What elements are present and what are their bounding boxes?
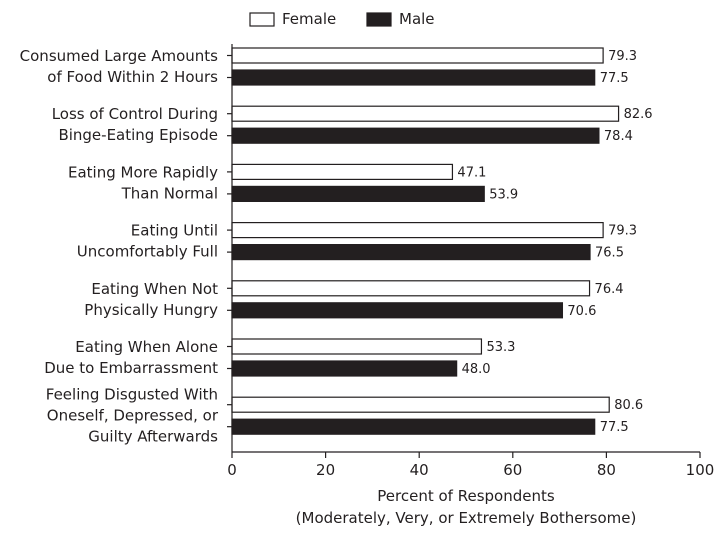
category-label-1-1: Binge-Eating Episode bbox=[58, 126, 218, 144]
x-tick-label-80: 80 bbox=[597, 461, 616, 479]
category-label-6-2: Guilty Afterwards bbox=[88, 428, 218, 446]
category-label-3-0: Eating Until bbox=[131, 222, 218, 240]
value-label-male-1: 78.4 bbox=[604, 129, 633, 144]
x-axis: 0 20 40 60 80 100 bbox=[227, 44, 714, 479]
category-label-1-0: Loss of Control During bbox=[52, 105, 218, 123]
value-label-male-0: 77.5 bbox=[600, 71, 629, 86]
category-label-5-1: Due to Embarrassment bbox=[44, 359, 218, 377]
value-label-female-4: 76.4 bbox=[595, 282, 624, 297]
bar-female-6 bbox=[231, 396, 610, 413]
bar-female-2 bbox=[231, 163, 454, 180]
value-label-male-3: 76.5 bbox=[595, 246, 624, 261]
bar-female-1 bbox=[231, 105, 620, 122]
category-label-6-1: Oneself, Depressed, or bbox=[47, 407, 219, 425]
legend-label-female: Female bbox=[282, 10, 336, 28]
x-axis-title-line-0: Percent of Respondents bbox=[377, 487, 555, 505]
value-label-female-0: 79.3 bbox=[608, 49, 637, 64]
bar-female-4 bbox=[231, 280, 591, 297]
bar-male-3 bbox=[231, 244, 591, 261]
plot-area: 79.3 77.5 Consumed Large Amounts of Food Wi… bbox=[20, 47, 653, 446]
category-label-4-1: Physically Hungry bbox=[84, 301, 218, 319]
x-tick-label-0: 0 bbox=[227, 461, 237, 479]
legend: Female Male bbox=[249, 10, 435, 28]
legend-swatch-female bbox=[249, 12, 275, 27]
value-label-female-3: 79.3 bbox=[608, 224, 637, 239]
value-label-male-4: 70.6 bbox=[567, 304, 596, 319]
bar-male-1 bbox=[231, 127, 600, 144]
category-label-2-0: Eating More Rapidly bbox=[68, 163, 218, 181]
category-label-3-1: Uncomfortably Full bbox=[77, 243, 218, 261]
category-label-0-1: of Food Within 2 Hours bbox=[47, 68, 218, 86]
bar-female-3 bbox=[231, 222, 604, 239]
bar-female-0 bbox=[231, 47, 604, 64]
x-axis-title: Percent of Respondents (Moderately, Very,… bbox=[296, 487, 637, 527]
value-label-male-6: 77.5 bbox=[600, 420, 629, 435]
value-label-female-5: 53.3 bbox=[486, 340, 515, 355]
bar-male-0 bbox=[231, 69, 596, 86]
value-label-male-5: 48.0 bbox=[462, 362, 491, 377]
bar-male-5 bbox=[231, 360, 458, 377]
x-axis-title-line-1: (Moderately, Very, or Extremely Botherso… bbox=[296, 509, 637, 527]
legend-label-male: Male bbox=[399, 10, 435, 28]
x-tick-label-20: 20 bbox=[316, 461, 335, 479]
value-label-female-6: 80.6 bbox=[614, 398, 643, 413]
category-label-2-1: Than Normal bbox=[121, 184, 218, 202]
category-label-5-0: Eating When Alone bbox=[75, 338, 218, 356]
legend-swatch-male bbox=[366, 12, 392, 27]
value-label-female-1: 82.6 bbox=[624, 107, 653, 122]
value-label-female-2: 47.1 bbox=[457, 165, 486, 180]
category-label-4-0: Eating When Not bbox=[91, 280, 218, 298]
x-tick-label-60: 60 bbox=[503, 461, 522, 479]
category-label-6-0: Feeling Disgusted With bbox=[46, 386, 218, 404]
value-label-male-2: 53.9 bbox=[489, 187, 518, 202]
category-label-0-0: Consumed Large Amounts bbox=[20, 47, 219, 65]
bar-male-4 bbox=[231, 302, 564, 319]
x-tick-label-100: 100 bbox=[686, 461, 714, 479]
bar-male-6 bbox=[231, 418, 596, 435]
x-tick-label-40: 40 bbox=[410, 461, 429, 479]
bar-male-2 bbox=[231, 185, 485, 202]
bar-female-5 bbox=[231, 338, 483, 355]
